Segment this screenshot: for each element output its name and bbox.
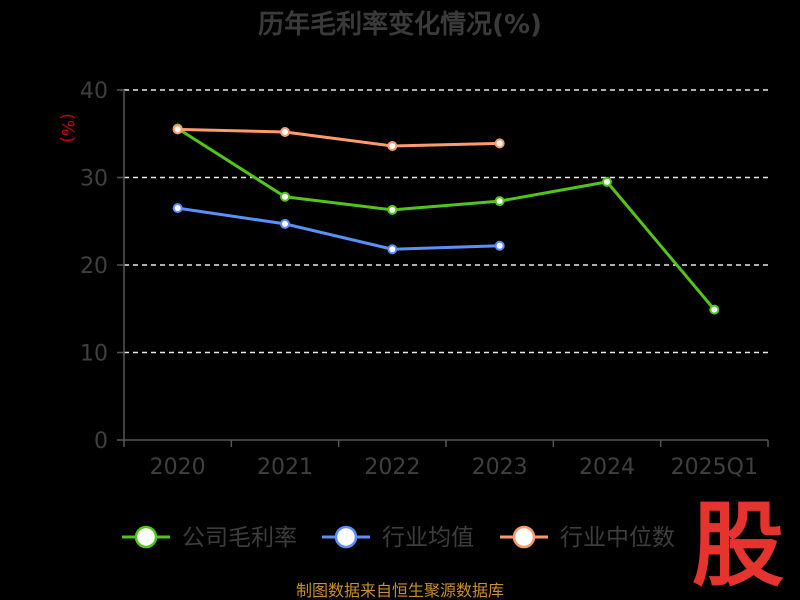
series-lines xyxy=(172,123,720,315)
y-tick-label: 0 xyxy=(94,429,108,454)
data-point xyxy=(494,196,505,207)
data-point xyxy=(387,204,398,215)
legend-marker xyxy=(334,525,358,549)
data-point xyxy=(709,304,720,315)
legend-item: 行业均值 xyxy=(322,525,474,551)
data-point xyxy=(602,176,612,187)
x-tick-label: 2022 xyxy=(364,455,420,480)
data-point xyxy=(280,218,290,229)
data-point xyxy=(387,244,398,255)
y-tick-label: 40 xyxy=(80,79,108,104)
x-tick-label: 2020 xyxy=(150,455,206,480)
legend-item: 行业中位数 xyxy=(500,525,675,551)
legend-label: 公司毛利率 xyxy=(182,525,297,551)
legend-marker xyxy=(134,525,158,549)
data-point xyxy=(494,240,505,251)
legend: 公司毛利率 行业均值 行业中位数 xyxy=(122,525,675,551)
x-tick-label: 2024 xyxy=(579,455,635,480)
source-note: 制图数据来自恒生聚源数据库 xyxy=(296,581,504,600)
x-tick-label: 2021 xyxy=(257,455,313,480)
data-point xyxy=(280,191,290,202)
data-point xyxy=(494,138,505,149)
data-point xyxy=(280,127,290,137)
x-tick-label: 2025Q1 xyxy=(671,455,758,480)
y-tick-label: 10 xyxy=(80,342,108,367)
series-line xyxy=(177,127,500,148)
legend-label: 行业均值 xyxy=(382,525,474,551)
legend-label: 行业中位数 xyxy=(560,525,675,551)
data-point xyxy=(172,124,183,135)
x-tick-label: 2023 xyxy=(472,455,528,480)
y-axis-unit: (%) xyxy=(57,113,77,142)
grid-lines xyxy=(117,89,768,441)
legend-marker xyxy=(512,525,536,549)
data-point xyxy=(172,203,183,214)
y-tick-label: 30 xyxy=(80,167,108,192)
series-line xyxy=(177,206,500,251)
y-tick-label: 20 xyxy=(80,254,108,279)
axes xyxy=(123,90,769,447)
y-tick-labels: 0 10 20 30 40 xyxy=(80,79,108,454)
series-line xyxy=(176,127,716,311)
logo-mark: 股 xyxy=(692,492,784,599)
legend-item: 公司毛利率 xyxy=(122,525,297,551)
x-tick-labels: 2020 2021 2022 2023 2024 2025Q1 xyxy=(150,455,758,480)
chart-title: 历年毛利率变化情况(%) xyxy=(258,9,542,40)
data-point xyxy=(387,141,398,151)
